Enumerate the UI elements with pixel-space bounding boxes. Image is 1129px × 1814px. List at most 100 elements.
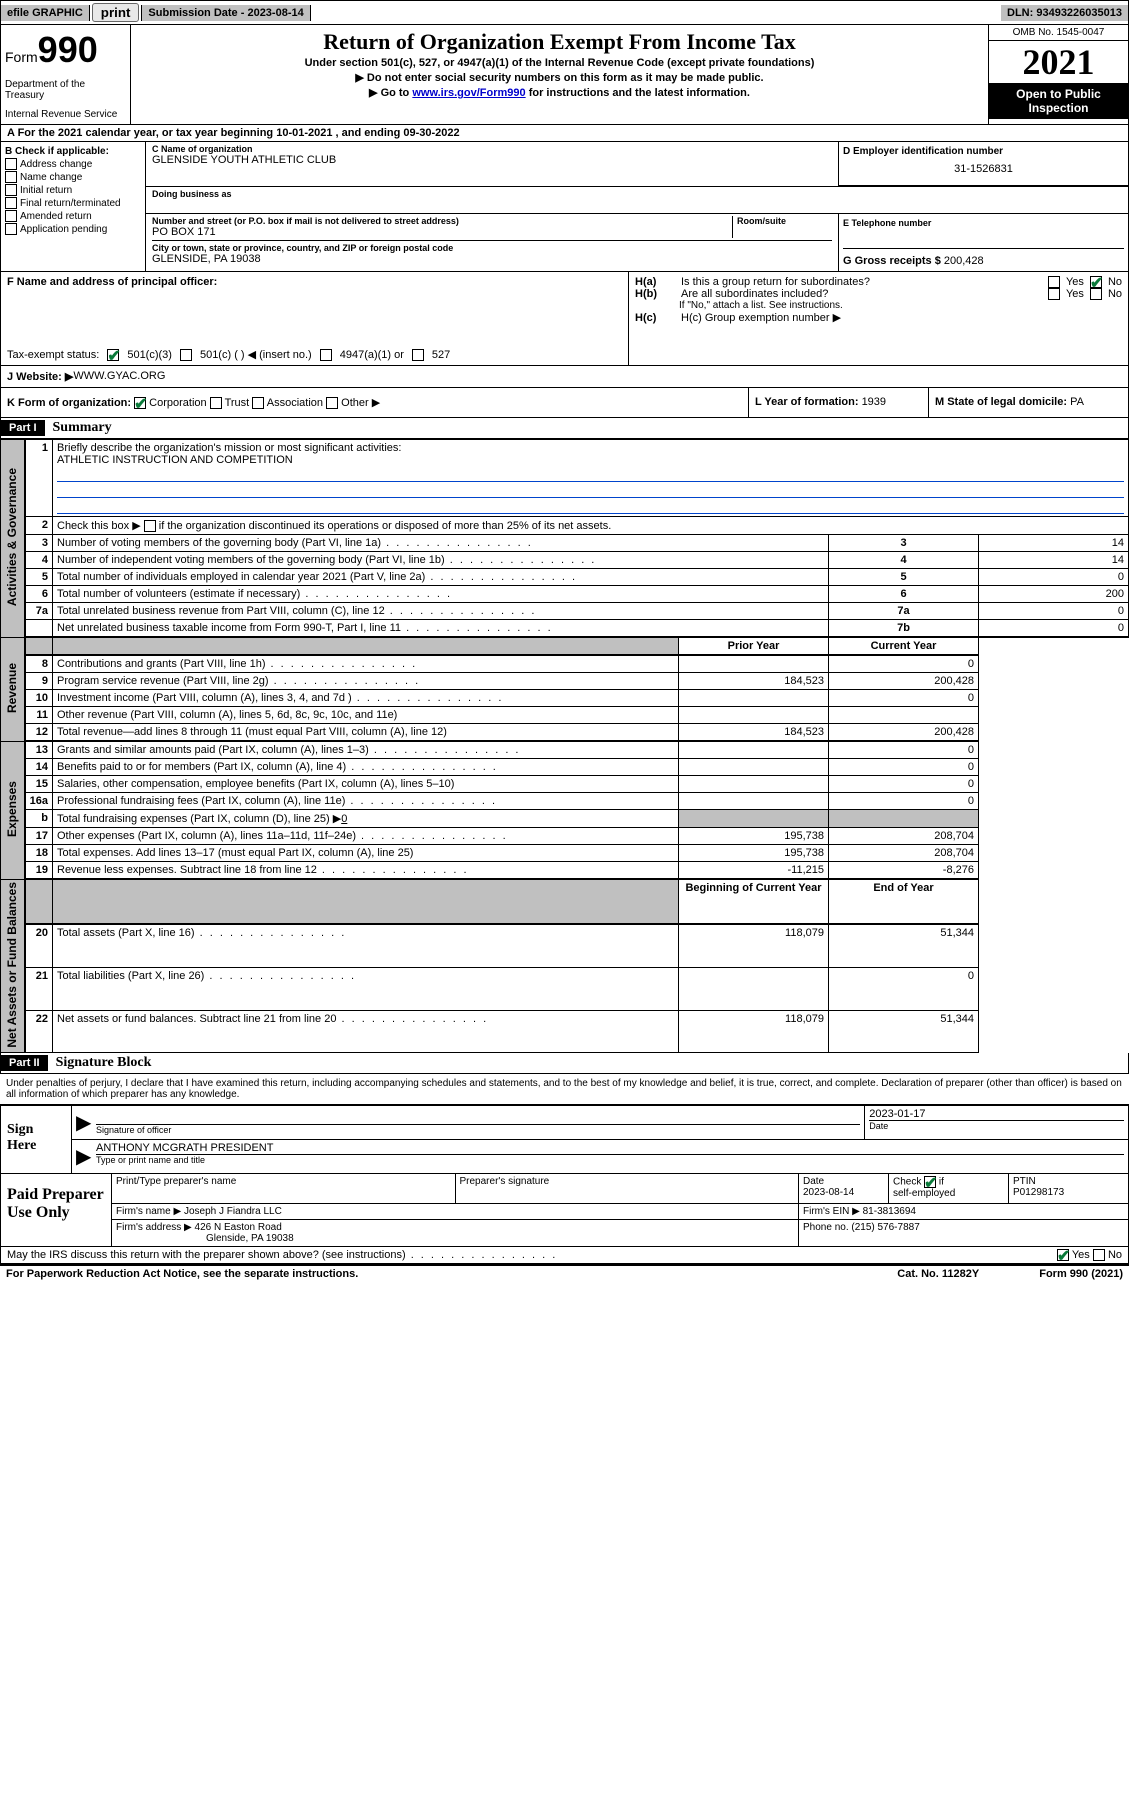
- dept-treasury: Department of the Treasury: [5, 79, 126, 101]
- year-formation: 1939: [862, 396, 886, 408]
- tab-expenses: Expenses: [5, 781, 19, 837]
- title-cell: Return of Organization Exempt From Incom…: [131, 25, 988, 124]
- year-cell: OMB No. 1545-0047 2021 Open to Public In…: [988, 25, 1128, 124]
- klm-row: K Form of organization: Corporation Trus…: [0, 388, 1129, 418]
- val-18c: 208,704: [829, 845, 979, 862]
- val-6: 200: [979, 586, 1129, 603]
- val-20p: 118,079: [679, 924, 829, 968]
- val-10c: 0: [829, 690, 979, 707]
- chk-ha-no[interactable]: [1090, 276, 1102, 288]
- val-7b: 0: [979, 620, 1129, 638]
- domicile: PA: [1070, 396, 1084, 408]
- efile-label: efile GRAPHIC: [1, 5, 90, 21]
- tab-activities: Activities & Governance: [5, 468, 19, 606]
- val-16ac: 0: [829, 793, 979, 810]
- val-9c: 200,428: [829, 673, 979, 690]
- val-21c: 0: [829, 968, 979, 1010]
- website: WWW.GYAC.ORG: [73, 370, 165, 383]
- dept-irs: Internal Revenue Service: [5, 109, 126, 120]
- chk-app-pending[interactable]: [5, 223, 17, 235]
- val-4: 14: [979, 552, 1129, 569]
- row-fh: F Name and address of principal officer:…: [0, 272, 1129, 366]
- section-bcd: B Check if applicable: Address change Na…: [0, 142, 1129, 272]
- form-title: Return of Organization Exempt From Incom…: [135, 29, 984, 55]
- part1-header: Part I Summary: [0, 418, 1129, 439]
- form-header: Form990 Department of the Treasury Inter…: [0, 25, 1129, 125]
- tax-year: 2021: [989, 41, 1128, 83]
- chk-other[interactable]: [326, 397, 338, 409]
- paid-preparer-section: Paid Preparer Use Only Print/Type prepar…: [0, 1174, 1129, 1247]
- omb-number: OMB No. 1545-0047: [989, 25, 1128, 41]
- chk-hb-yes[interactable]: [1048, 288, 1060, 300]
- sign-here-section: Sign Here ▶ Signature of officer 2023-01…: [0, 1104, 1129, 1174]
- summary-table: Activities & Governance 1 Briefly descri…: [0, 439, 1129, 1053]
- org-city: GLENSIDE, PA 19038: [152, 253, 832, 265]
- firm-name: Joseph J Fiandra LLC: [184, 1206, 282, 1217]
- val-15c: 0: [829, 776, 979, 793]
- chk-assoc[interactable]: [252, 397, 264, 409]
- val-12c: 200,428: [829, 724, 979, 742]
- ein: 31-1526831: [843, 157, 1124, 181]
- val-17p: 195,738: [679, 828, 829, 845]
- tab-netassets: Net Assets or Fund Balances: [5, 882, 19, 1048]
- firm-phone: (215) 576-7887: [851, 1222, 919, 1233]
- website-row: J Website: ▶ WWW.GYAC.ORG: [0, 366, 1129, 388]
- val-22c: 51,344: [829, 1010, 979, 1053]
- val-7a: 0: [979, 603, 1129, 620]
- org-address: PO BOX 171: [152, 226, 732, 238]
- val-9p: 184,523: [679, 673, 829, 690]
- chk-501c[interactable]: [180, 349, 192, 361]
- gross-receipts: 200,428: [944, 255, 984, 267]
- chk-name-change[interactable]: [5, 171, 17, 183]
- submission-date: Submission Date - 2023-08-14: [141, 5, 310, 21]
- officer-name: ANTHONY MCGRATH PRESIDENT: [96, 1142, 1124, 1154]
- chk-amended[interactable]: [5, 210, 17, 222]
- val-14c: 0: [829, 759, 979, 776]
- print-button[interactable]: print: [92, 3, 140, 22]
- ptin: P01298173: [1013, 1187, 1064, 1198]
- firm-addr1: 426 N Easton Road: [195, 1222, 282, 1233]
- firm-addr2: Glenside, PA 19038: [116, 1233, 294, 1244]
- val-22p: 118,079: [679, 1010, 829, 1053]
- instructions-link[interactable]: www.irs.gov/Form990: [412, 87, 525, 99]
- dln: DLN: 93493226035013: [1001, 5, 1128, 21]
- chk-discuss-yes[interactable]: [1057, 1249, 1069, 1261]
- mission-text: ATHLETIC INSTRUCTION AND COMPETITION: [57, 454, 293, 466]
- chk-4947[interactable]: [320, 349, 332, 361]
- org-name: GLENSIDE YOUTH ATHLETIC CLUB: [152, 154, 832, 166]
- val-5: 0: [979, 569, 1129, 586]
- prep-date: 2023-08-14: [803, 1187, 854, 1198]
- val-19p: -11,215: [679, 862, 829, 880]
- top-bar: efile GRAPHIC print Submission Date - 20…: [0, 0, 1129, 25]
- val-12p: 184,523: [679, 724, 829, 742]
- col-b: B Check if applicable: Address change Na…: [1, 142, 146, 271]
- chk-trust[interactable]: [210, 397, 222, 409]
- chk-final-return[interactable]: [5, 197, 17, 209]
- col-c: C Name of organization GLENSIDE YOUTH AT…: [146, 142, 1128, 271]
- open-public-badge: Open to Public Inspection: [989, 83, 1128, 119]
- sig-declaration: Under penalties of perjury, I declare th…: [0, 1074, 1129, 1104]
- chk-discuss-no[interactable]: [1093, 1249, 1105, 1261]
- chk-initial-return[interactable]: [5, 184, 17, 196]
- val-8c: 0: [829, 655, 979, 673]
- chk-discontinued[interactable]: [144, 520, 156, 532]
- chk-501c3[interactable]: [107, 349, 119, 361]
- chk-address-change[interactable]: [5, 158, 17, 170]
- val-20c: 51,344: [829, 924, 979, 968]
- sig-arrow-icon: ▶: [72, 1106, 92, 1139]
- chk-corp[interactable]: [134, 397, 146, 409]
- val-18p: 195,738: [679, 845, 829, 862]
- chk-self-employed[interactable]: [924, 1176, 936, 1188]
- footer-row: For Paperwork Reduction Act Notice, see …: [0, 1264, 1129, 1282]
- val-13c: 0: [829, 741, 979, 759]
- part2-header: Part II Signature Block: [0, 1053, 1129, 1074]
- sig-date: 2023-01-17: [869, 1108, 1124, 1120]
- chk-527[interactable]: [412, 349, 424, 361]
- val-19c: -8,276: [829, 862, 979, 880]
- chk-ha-yes[interactable]: [1048, 276, 1060, 288]
- form-number-cell: Form990 Department of the Treasury Inter…: [1, 25, 131, 124]
- chk-hb-no[interactable]: [1090, 288, 1102, 300]
- sig-arrow-icon: ▶: [72, 1140, 92, 1173]
- firm-ein: 81-3813694: [863, 1206, 916, 1217]
- tab-revenue: Revenue: [5, 663, 19, 713]
